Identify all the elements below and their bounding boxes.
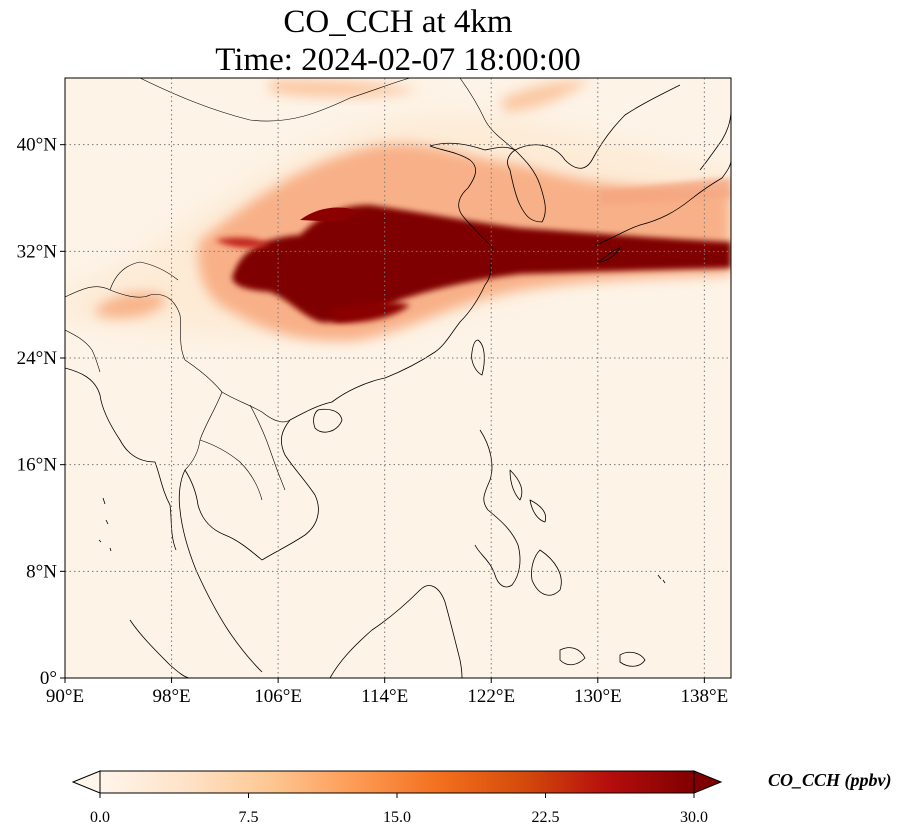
lon-tick-label: 114°E — [361, 686, 408, 707]
lat-tick-label: 32°N — [17, 241, 58, 262]
gridlines — [65, 78, 731, 678]
colorbar-min-extend — [71, 770, 101, 794]
colorbar-tick-label: 30.0 — [680, 809, 708, 826]
map-frame — [64, 77, 732, 679]
colorbar-tick-label: 15.0 — [383, 809, 411, 826]
map-subtitle-time: Time: 2024-02-07 18:00:00 — [215, 42, 581, 78]
colorbar-gradient — [99, 770, 695, 794]
lat-tick-label: 0° — [40, 668, 57, 689]
colorbar-label: CO_CCH (ppbv) — [768, 770, 892, 790]
lon-tick-label: 130°E — [574, 686, 622, 707]
colorbar-tick-label: 22.5 — [532, 809, 560, 826]
lat-tick-label: 8°N — [26, 561, 57, 582]
colorbar-ticks: 0.0 7.5 15.0 22.5 30.0 — [90, 793, 708, 826]
colorbar: 0.0 7.5 15.0 22.5 30.0 — [71, 770, 723, 826]
lon-tick-label: 138°E — [681, 686, 729, 707]
longitude-axis: 90°E 98°E 106°E 114°E 122°E 130°E 138°E — [46, 678, 728, 707]
latitude-axis: 0° 8°N 16°N 24°N 32°N 40°N — [17, 135, 65, 689]
map-title: CO_CCH at 4km — [283, 4, 513, 40]
colorbar-max-extend — [693, 770, 723, 794]
lat-tick-label: 40°N — [17, 135, 58, 156]
lat-tick-label: 24°N — [17, 348, 58, 369]
colorbar-tick-label: 0.0 — [90, 809, 110, 826]
lat-tick-label: 16°N — [17, 455, 58, 476]
lon-tick-label: 98°E — [152, 686, 190, 707]
co-concentration-field — [65, 79, 731, 341]
lon-tick-label: 106°E — [254, 686, 302, 707]
coastlines — [65, 78, 731, 678]
colorbar-tick-label: 7.5 — [239, 809, 259, 826]
lon-tick-label: 122°E — [467, 686, 515, 707]
lon-tick-label: 90°E — [46, 686, 84, 707]
